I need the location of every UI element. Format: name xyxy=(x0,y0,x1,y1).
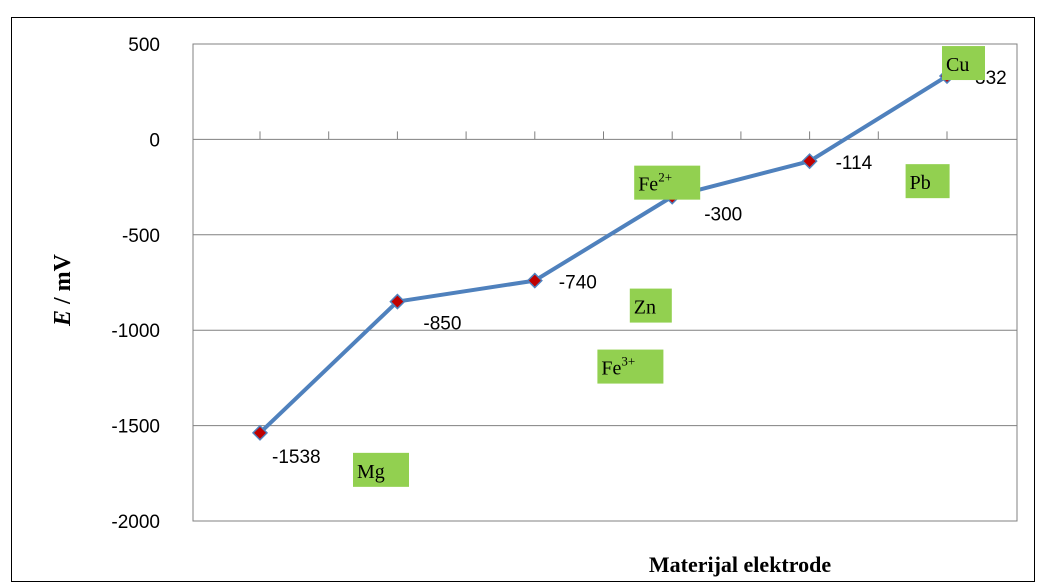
metal-label: Fe2+ xyxy=(638,170,672,196)
y-tick-label: 0 xyxy=(149,130,160,151)
grid-layer xyxy=(192,43,1018,522)
metal-symbol: Pb xyxy=(910,172,931,194)
data-label: -300 xyxy=(704,205,742,226)
plot-area-border xyxy=(192,43,1018,522)
data-point-marker xyxy=(526,272,543,289)
data-point-marker xyxy=(389,293,406,310)
metal-label: Zn xyxy=(634,297,656,319)
metal-symbol: Mg xyxy=(357,461,385,483)
y-tick-label: -500 xyxy=(122,226,160,247)
metal-charge: 2+ xyxy=(658,170,672,185)
data-label: -114 xyxy=(836,153,873,174)
y-tick-label: -2000 xyxy=(111,512,160,533)
metal-label: Fe3+ xyxy=(601,354,635,380)
y-axis-title-variable: E xyxy=(50,310,76,327)
metal-label-background xyxy=(597,349,664,384)
metal-label-background xyxy=(634,165,701,200)
data-label: -1538 xyxy=(272,447,321,468)
data-point-marker xyxy=(251,424,269,441)
y-axis-title: E / mV xyxy=(50,253,76,327)
series-layer xyxy=(251,67,956,441)
metal-label: Cu xyxy=(946,54,969,76)
y-axis-title-unit: / mV xyxy=(50,253,76,310)
data-label: -850 xyxy=(423,314,461,335)
data-point-marker xyxy=(801,153,818,170)
data-label: -740 xyxy=(559,273,597,294)
x-axis-title: Materijal elektrode xyxy=(649,552,831,577)
metal-label-background xyxy=(905,164,950,199)
chart-frame xyxy=(11,17,1035,582)
metal-charge: 3+ xyxy=(621,354,635,369)
metal-label-background xyxy=(353,452,409,487)
metal-label: Mg xyxy=(357,461,385,483)
metal-symbol: Fe xyxy=(638,174,658,196)
series-line xyxy=(258,74,949,435)
y-tick-label: 500 xyxy=(128,35,160,56)
metal-symbol: Zn xyxy=(634,297,656,319)
metal-label-background xyxy=(629,288,672,323)
metal-symbol: Fe xyxy=(601,358,621,380)
tick-layer: 500 0 -500 -1000 -1500 -2000 xyxy=(111,35,948,533)
metal-label-background xyxy=(942,46,985,81)
metal-symbol: Cu xyxy=(946,54,969,76)
y-tick-label: -1500 xyxy=(111,417,160,438)
metal-label: Pb xyxy=(910,172,931,194)
y-tick-label: -1000 xyxy=(111,321,160,342)
